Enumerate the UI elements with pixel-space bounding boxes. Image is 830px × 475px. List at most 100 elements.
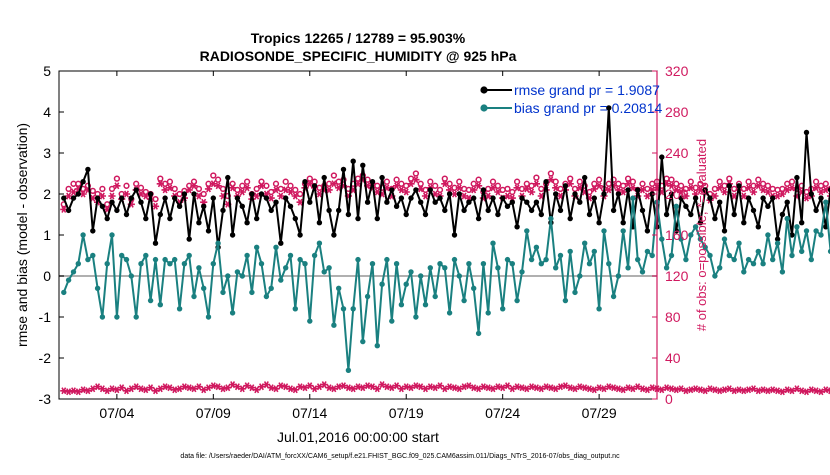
obs-bottom-marker: [730, 387, 738, 395]
obs-bottom-marker: [503, 382, 512, 390]
rmse-point: [384, 199, 390, 205]
obs-possible-marker: [436, 186, 444, 194]
bias-point: [210, 261, 216, 267]
bias-point: [456, 273, 462, 279]
obs-bottom-marker: [745, 386, 753, 394]
obs-possible-marker: [711, 185, 719, 193]
left-tick-label: 3: [43, 145, 51, 161]
bias-point: [451, 256, 458, 263]
obs-bottom-marker: [566, 384, 574, 392]
rmse-series-line: [62, 106, 830, 249]
obs-possible-marker: [687, 178, 694, 185]
obs-possible-marker: [258, 178, 265, 185]
bias-point: [181, 261, 188, 267]
rmse-point: [635, 187, 641, 193]
obs-bottom-marker: [147, 384, 155, 392]
rmse-point: [572, 191, 578, 197]
bias-point: [432, 293, 438, 300]
obs-bottom-marker: [127, 385, 135, 393]
rmse-point: [490, 195, 496, 201]
obs-evaluated-marker: [238, 188, 246, 196]
obs-bottom-marker: [494, 383, 502, 391]
obs-possible-marker: [190, 178, 198, 185]
bias-point: [99, 314, 106, 320]
obs-evaluated-marker: [788, 184, 796, 192]
rmse-point: [456, 191, 462, 197]
obs-bottom-marker: [402, 383, 410, 391]
obs-possible-marker: [533, 174, 540, 181]
x-tick-label: 07/19: [389, 405, 424, 421]
obs-evaluated-marker: [402, 188, 410, 196]
rmse-point: [65, 207, 72, 214]
bias-point: [403, 281, 409, 287]
obs-possible-marker: [716, 178, 723, 185]
bias-point: [331, 322, 337, 328]
obs-possible-marker: [243, 178, 251, 185]
obs-possible-marker: [509, 188, 516, 196]
rmse-point: [779, 211, 786, 218]
y-axis-label-left: rmse and bias (model - observation): [14, 123, 30, 347]
obs-evaluated-marker: [330, 180, 338, 188]
obs-bottom-marker: [740, 387, 748, 395]
obs-possible-marker: [123, 182, 130, 189]
obs-possible-marker: [475, 176, 482, 183]
rmse-point: [172, 195, 178, 201]
bias-point: [138, 261, 144, 267]
rmse-point: [157, 211, 163, 218]
rmse-point: [408, 195, 414, 201]
rmse-point: [582, 174, 588, 181]
rmse-point: [442, 207, 448, 214]
rmse-point: [263, 195, 270, 201]
obs-bottom-marker: [277, 382, 285, 390]
bias-point: [509, 261, 515, 267]
bias-point: [808, 256, 814, 263]
x-axis-label: Jul.01,2016 00:00:00 start: [277, 429, 439, 445]
rmse-point: [553, 191, 559, 197]
obs-possible-marker: [769, 185, 776, 193]
obs-bottom-marker: [407, 384, 415, 392]
obs-possible-marker: [649, 180, 656, 187]
obs-possible-marker: [576, 178, 583, 185]
bias-point: [268, 285, 274, 291]
right-tick-label: 80: [665, 309, 681, 325]
bias-point: [765, 232, 771, 238]
obs-evaluated-marker: [720, 188, 729, 196]
obs-possible-marker: [195, 185, 203, 193]
rmse-point: [803, 129, 810, 136]
obs-bottom-marker: [619, 386, 627, 394]
bias-point: [61, 289, 67, 296]
right-tick-label: 40: [665, 350, 681, 366]
bias-point: [220, 289, 226, 296]
bias-point: [557, 252, 564, 259]
bias-point: [176, 306, 183, 312]
left-tick-label: -3: [39, 391, 52, 407]
rmse-point: [726, 183, 732, 189]
bias-point: [278, 277, 284, 283]
rmse-point: [75, 191, 82, 197]
legend-bias-marker: [480, 104, 488, 112]
rmse-point: [504, 203, 511, 209]
rmse-point: [201, 203, 207, 209]
bias-point: [524, 228, 530, 234]
rmse-point: [379, 174, 385, 181]
legend-rmse-label: rmse grand pr = 1.9087: [514, 82, 660, 98]
obs-evaluated-marker: [754, 182, 762, 190]
bias-point: [582, 240, 588, 246]
obs-bottom-marker: [320, 381, 328, 389]
obs-possible-marker: [682, 185, 690, 193]
obs-evaluated-marker: [812, 184, 820, 192]
bias-point: [249, 289, 255, 296]
rmse-point: [220, 207, 226, 214]
bias-point: [538, 261, 544, 267]
obs-bottom-marker: [84, 387, 92, 395]
obs-bottom-marker: [663, 384, 671, 392]
obs-possible-marker: [489, 178, 497, 185]
bias-point: [418, 273, 424, 279]
rmse-point: [721, 228, 728, 234]
obs-possible-marker: [528, 182, 535, 189]
bias-point: [234, 269, 241, 275]
obs-bottom-marker: [214, 383, 222, 391]
bias-point: [413, 314, 419, 320]
rmse-point: [808, 191, 814, 197]
rmse-point: [639, 207, 646, 214]
